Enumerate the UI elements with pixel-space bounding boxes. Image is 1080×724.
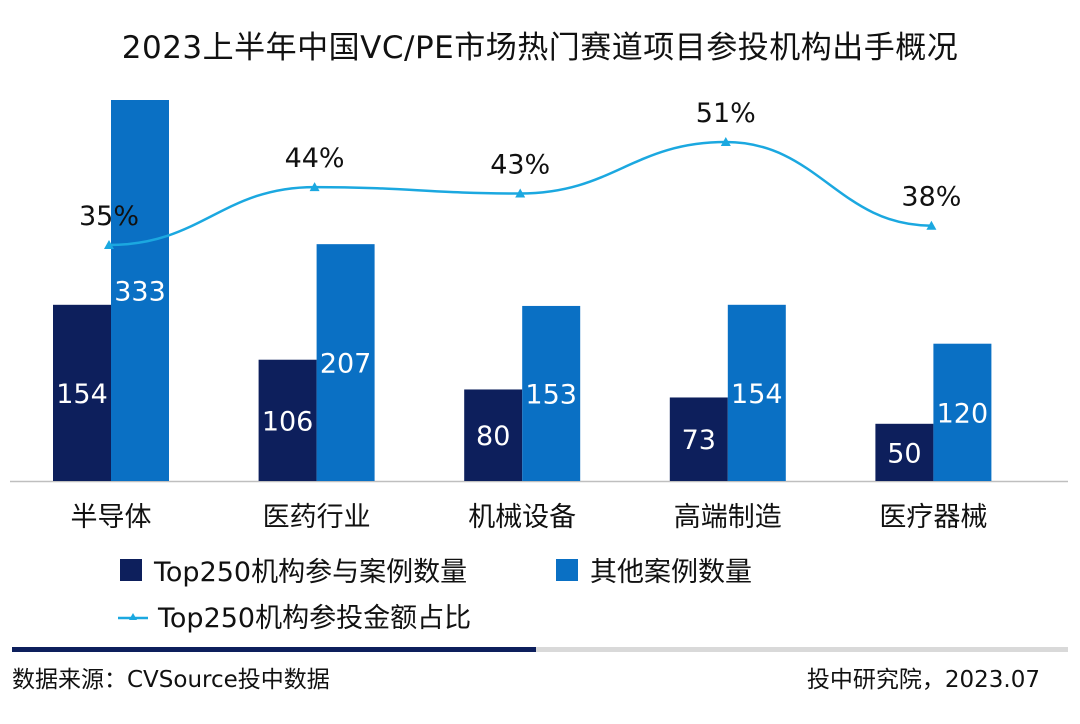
legend-label-share: Top250机构参投金额占比 <box>158 603 472 634</box>
legend-item-other: 其他案例数量 <box>556 550 752 589</box>
line-data-label-3: 51% <box>696 98 756 129</box>
x-tick-label-3: 高端制造 <box>674 502 782 533</box>
x-tick-label-1: 医药行业 <box>263 502 371 533</box>
line-marker-1 <box>309 182 320 192</box>
bar-top250-3 <box>669 397 728 481</box>
footer-divider-bar <box>536 647 1068 652</box>
legend-label-top250: Top250机构参与案例数量 <box>154 557 468 588</box>
line-data-label-0: 35% <box>79 201 139 232</box>
x-tick-label-2: 机械设备 <box>468 502 576 533</box>
bar-other-0 <box>111 100 169 481</box>
legend-label-other: 其他案例数量 <box>590 557 752 588</box>
data-label-other-3: 154 <box>731 379 783 410</box>
legend-item-top250: Top250机构参与案例数量 <box>120 550 467 589</box>
data-label-other-4: 120 <box>937 398 989 429</box>
footer-credit: 投中研究院，2023.07 <box>806 667 1040 693</box>
bar-top250-2 <box>464 389 523 481</box>
data-label-top250-1: 106 <box>262 406 314 437</box>
line-marker-3 <box>720 137 731 146</box>
data-label-top250-0: 154 <box>56 379 108 410</box>
line-marker-0 <box>104 240 114 249</box>
line-marker-4 <box>926 220 937 230</box>
x-tick-label-0: 半导体 <box>71 502 152 533</box>
line-data-label-2: 43% <box>490 150 550 181</box>
footer-source: 数据来源：CVSource投中数据 <box>12 667 330 693</box>
legend-swatch-other <box>556 558 578 581</box>
legend-swatch-share-icon <box>118 612 148 620</box>
data-label-other-0: 333 <box>114 277 166 308</box>
bar-top250-0 <box>53 304 111 481</box>
line-data-label-1: 44% <box>285 143 345 174</box>
bar-other-1 <box>316 244 375 481</box>
data-label-top250-3: 73 <box>682 425 716 456</box>
bar-other-3 <box>727 304 786 481</box>
x-tick-label-4: 医疗器械 <box>879 502 987 533</box>
bar-other-2 <box>522 305 581 481</box>
legend-swatch-top250 <box>120 558 142 581</box>
data-label-top250-4: 50 <box>887 438 921 469</box>
bar-top250-1 <box>258 359 317 481</box>
bar-top250-4 <box>875 423 934 481</box>
data-label-top250-2: 80 <box>476 421 510 452</box>
data-label-other-1: 207 <box>320 349 372 380</box>
footer-accent-bar <box>12 647 536 652</box>
line-marker-2 <box>515 188 526 198</box>
chart-title: 2023上半年中国VC/PE市场热门赛道项目参投机构出手概况 <box>121 30 959 66</box>
bar-other-4 <box>933 343 992 481</box>
line-data-label-4: 38% <box>901 182 961 213</box>
legend-item-share: Top250机构参投金额占比 <box>118 596 471 635</box>
data-label-other-2: 153 <box>525 379 577 410</box>
